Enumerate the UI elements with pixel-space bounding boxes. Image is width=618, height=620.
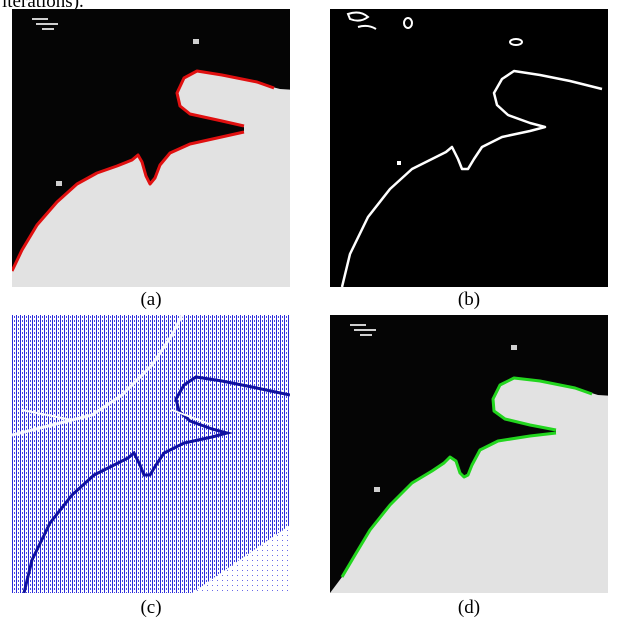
panel-c-image <box>12 315 290 593</box>
caption-a: (a) <box>140 289 162 310</box>
caption-c: (c) <box>140 597 162 618</box>
figure-panel-c <box>12 315 290 593</box>
caption-d: (d) <box>457 597 481 618</box>
figure-panel-a <box>12 9 290 287</box>
panel-d-image <box>330 315 608 593</box>
panel-a-image <box>12 9 290 287</box>
figure-panel-d <box>330 315 608 593</box>
figure-panel-b <box>330 9 608 287</box>
panel-b-image <box>330 9 608 287</box>
caption-b: (b) <box>457 289 481 310</box>
